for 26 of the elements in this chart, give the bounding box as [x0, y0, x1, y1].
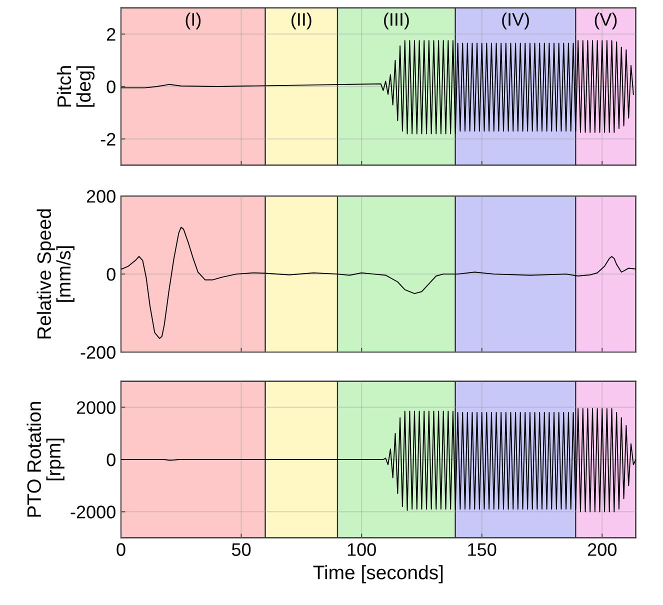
y-tick-label: 0 — [106, 80, 116, 94]
band-label: (V) — [594, 12, 617, 30]
y-tick-label: 200 — [86, 190, 116, 203]
band-label: (IV) — [502, 12, 529, 30]
x-tick-label: 200 — [588, 543, 616, 556]
y-axis-title: Pitch [deg] — [56, 66, 95, 107]
x-axis-title: Time [seconds] — [313, 565, 443, 584]
y-tick-label: -2 — [100, 132, 116, 146]
y-axis-title: PTO Rotation [rpm] — [26, 402, 64, 517]
y-tick-label: -2000 — [70, 506, 116, 518]
y-tick-label: 2000 — [76, 401, 116, 414]
line-series — [121, 40, 634, 134]
y-tick-label: 2 — [107, 28, 116, 41]
x-tick-label: 100 — [348, 543, 376, 556]
y-axis-title: Relative Speed [mm/s] — [36, 209, 74, 338]
line-series — [121, 226, 636, 339]
x-tick-label: 0 — [116, 543, 126, 556]
y-tick-label: 0 — [106, 453, 116, 466]
y-tick-label: 0 — [106, 268, 116, 281]
band-label: (I) — [186, 12, 201, 30]
x-tick-label: 150 — [468, 543, 496, 556]
y-tick-label: -200 — [80, 346, 116, 359]
x-tick-label: 50 — [232, 543, 251, 556]
line-series — [121, 408, 636, 512]
band-label: (III) — [384, 12, 409, 30]
band-label: (II) — [292, 12, 312, 30]
